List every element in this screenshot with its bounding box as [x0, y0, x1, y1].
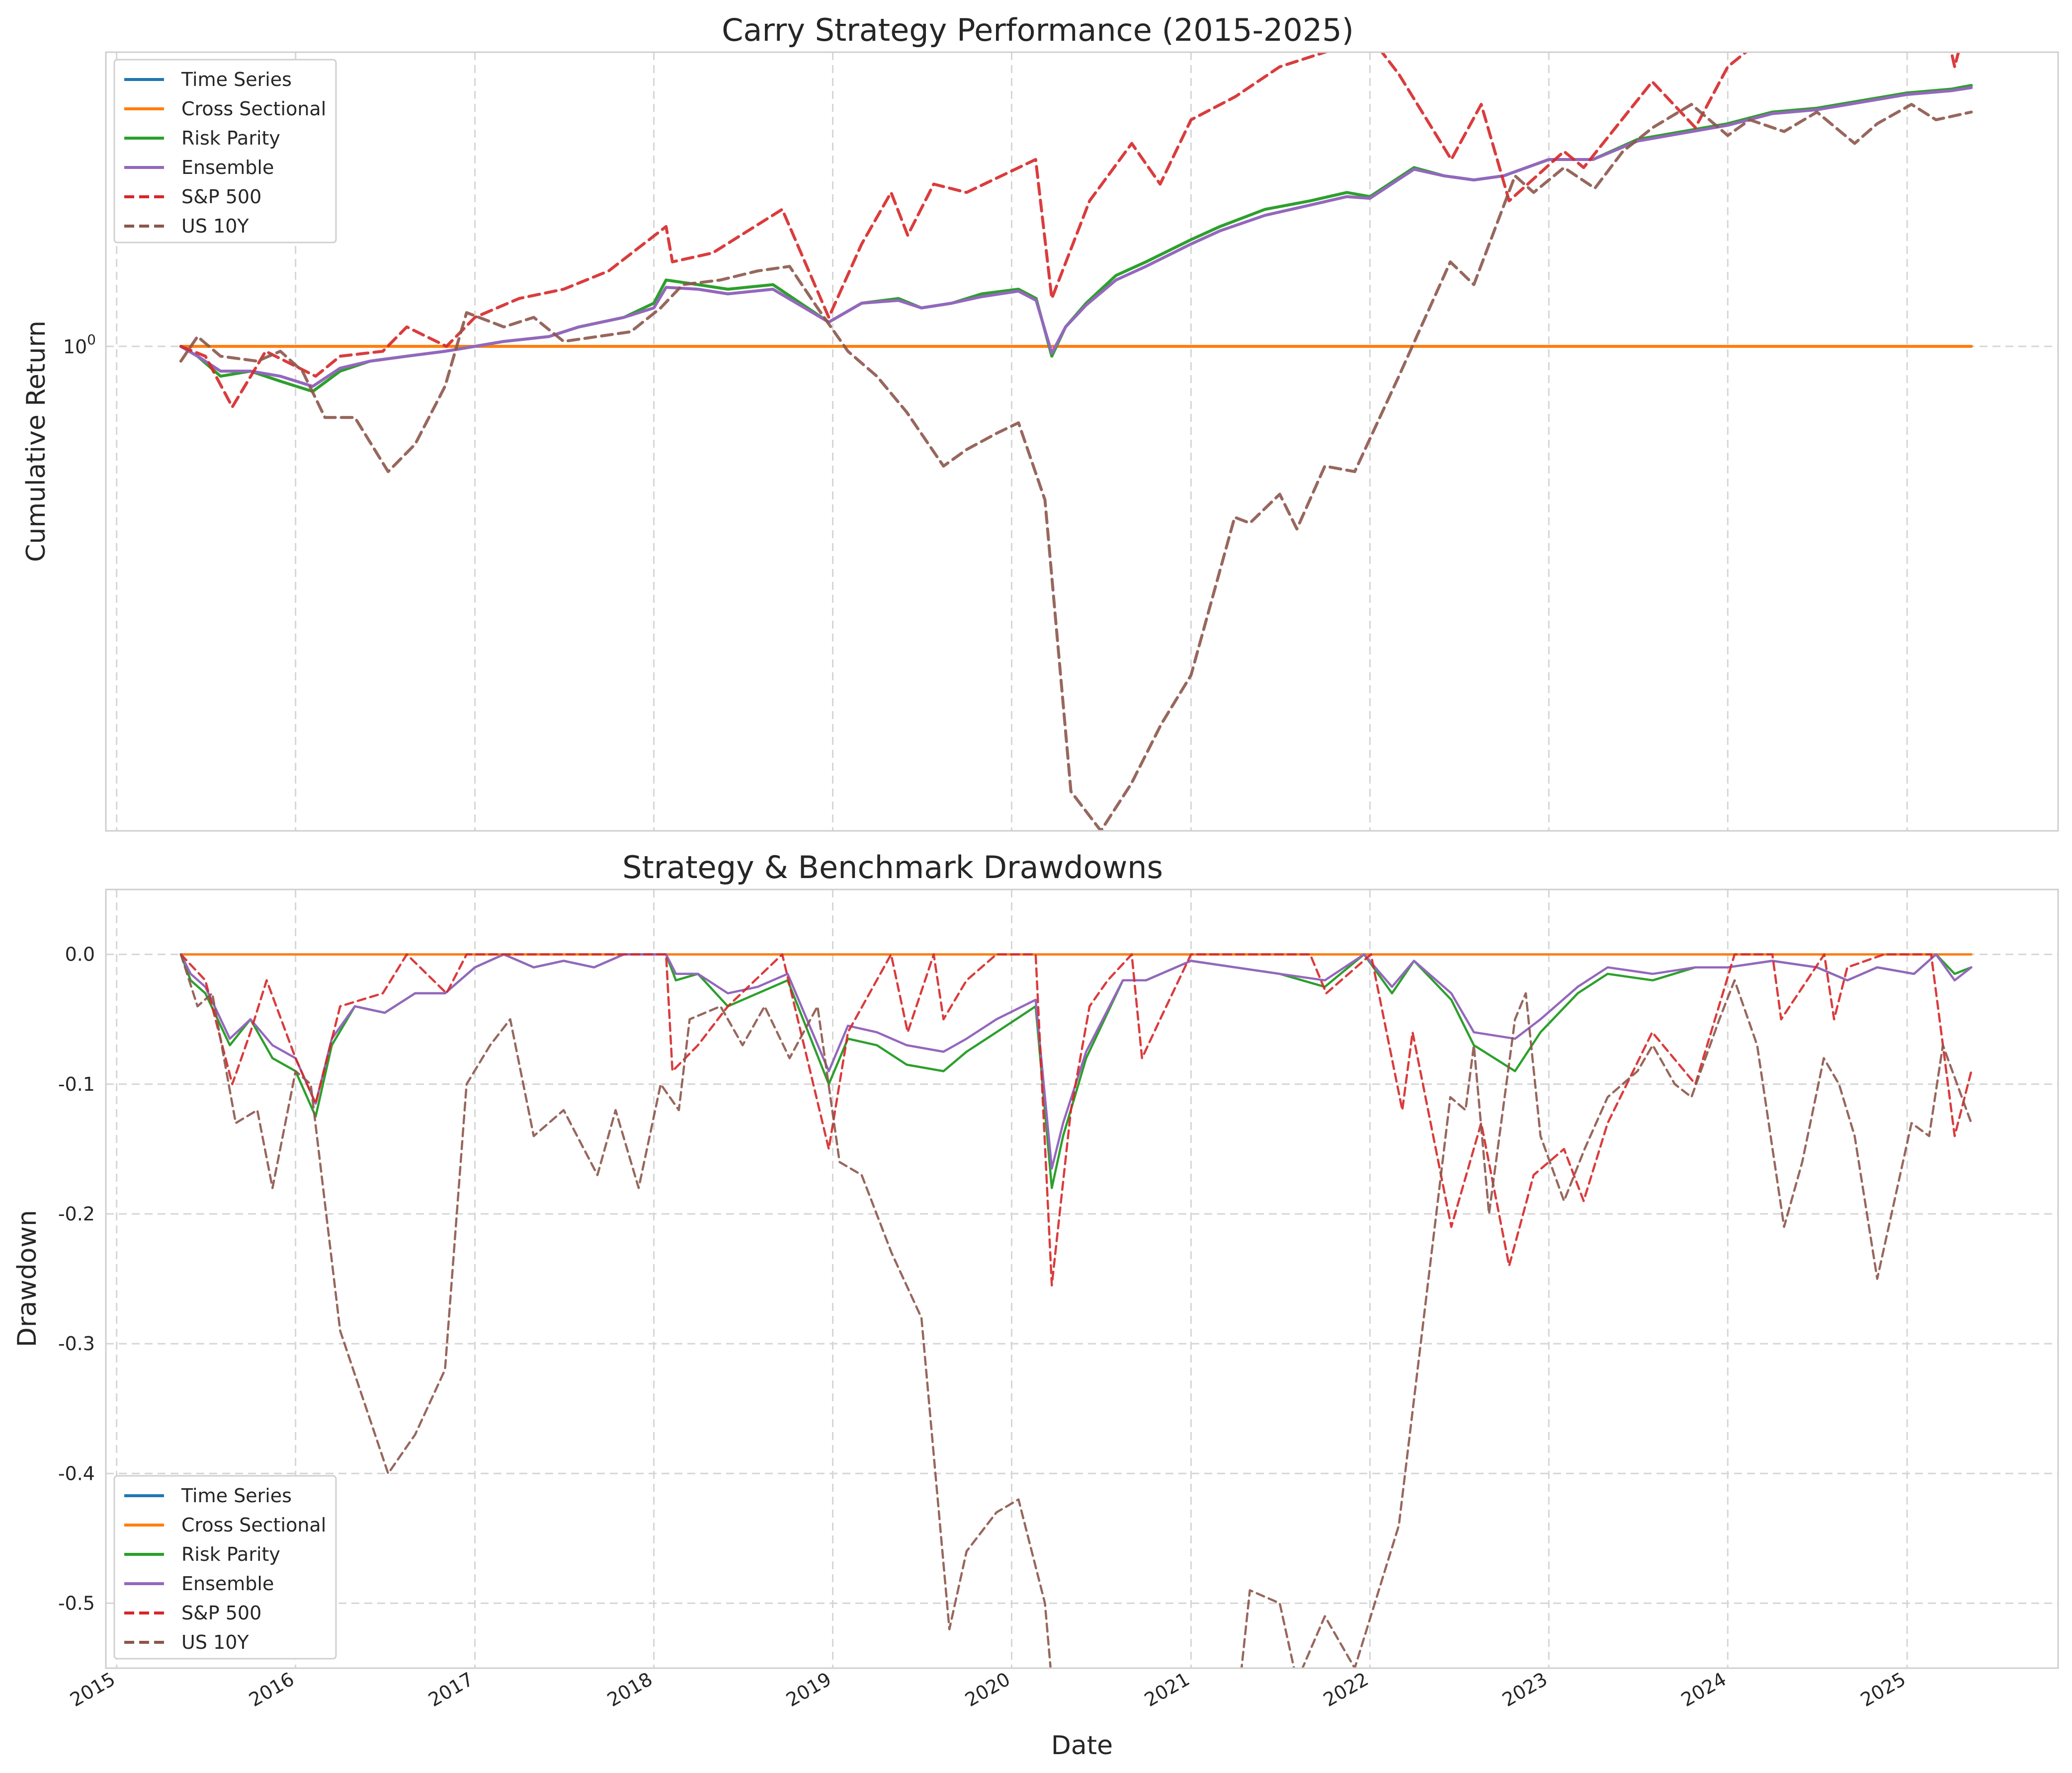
drawdown-legend-box — [113, 1475, 337, 1660]
drawdown-x-axis-label: Date — [1051, 1731, 1113, 1761]
drawdown-legend-label-risk-parity: Risk Parity — [181, 1543, 280, 1565]
drawdown-axes-frame — [105, 888, 2059, 1669]
performance-plot-area — [179, 52, 1973, 831]
drawdown-legend-label-cross-sectional: Cross Sectional — [181, 1514, 326, 1536]
drawdown-legend: Time Series Cross Sectional Risk Parity Ens… — [113, 1475, 337, 1660]
y-tick-label-3: -0.3 — [58, 1333, 95, 1355]
drawdown-plot-area — [179, 953, 1973, 1668]
performance-panel: Carry Strategy Performance (2015-2025) 1… — [21, 12, 2059, 832]
drawdown-line-sandp-500 — [179, 953, 1973, 1287]
performance-legend-box — [113, 59, 337, 243]
drawdown-legend-label-time-series: Time Series — [181, 1485, 292, 1507]
performance-line-ensemble — [179, 86, 1973, 388]
performance-legend-label-risk-parity: Risk Parity — [181, 127, 280, 149]
performance-legend-label-ensemble: Ensemble — [181, 157, 274, 178]
drawdown-title: Strategy & Benchmark Drawdowns — [622, 849, 1163, 886]
drawdown-y-ticks: 0.0 -0.1 -0.2 -0.3 -0.4 -0.5 — [58, 944, 95, 1614]
performance-y-ticks: 100 — [63, 331, 96, 358]
performance-legend-label-sandp-500: S&P 500 — [181, 186, 261, 208]
performance-legend-items: Time Series Cross Sectional Risk Parity Ens… — [124, 69, 326, 237]
drawdown-legend-label-ensemble: Ensemble — [181, 1573, 274, 1595]
y-tick-label-5: -0.5 — [58, 1592, 95, 1614]
drawdown-legend-label-sandp-500: S&P 500 — [181, 1602, 261, 1624]
y-tick-label-1: -0.1 — [58, 1073, 95, 1095]
performance-legend: Time Series Cross Sectional Risk Parity Ens… — [113, 59, 337, 243]
performance-legend-label-us-10y: US 10Y — [181, 215, 249, 237]
performance-legend-label-cross-sectional: Cross Sectional — [181, 98, 326, 120]
performance-y-axis-label: Cumulative Return — [21, 321, 51, 562]
performance-axes-frame — [105, 51, 2059, 832]
y-tick-label-0: 100 — [63, 331, 96, 358]
drawdown-legend-label-us-10y: US 10Y — [181, 1631, 249, 1653]
y-tick-label-2: -0.2 — [58, 1203, 95, 1225]
y-tick-label-4: -0.4 — [58, 1462, 95, 1484]
performance-line-sandp-500 — [179, 52, 1960, 408]
drawdown-y-axis-label: Drawdown — [12, 1210, 42, 1347]
performance-legend-label-time-series: Time Series — [181, 69, 292, 90]
performance-line-us-10y — [179, 103, 1973, 831]
y-tick-label-0: 0.0 — [65, 944, 95, 966]
performance-title: Carry Strategy Performance (2015-2025) — [722, 12, 1354, 48]
drawdown-line-us-10y — [179, 953, 1973, 1668]
drawdown-line-ensemble — [179, 953, 1973, 1170]
drawdown-legend-items: Time Series Cross Sectional Risk Parity Ens… — [124, 1485, 326, 1653]
